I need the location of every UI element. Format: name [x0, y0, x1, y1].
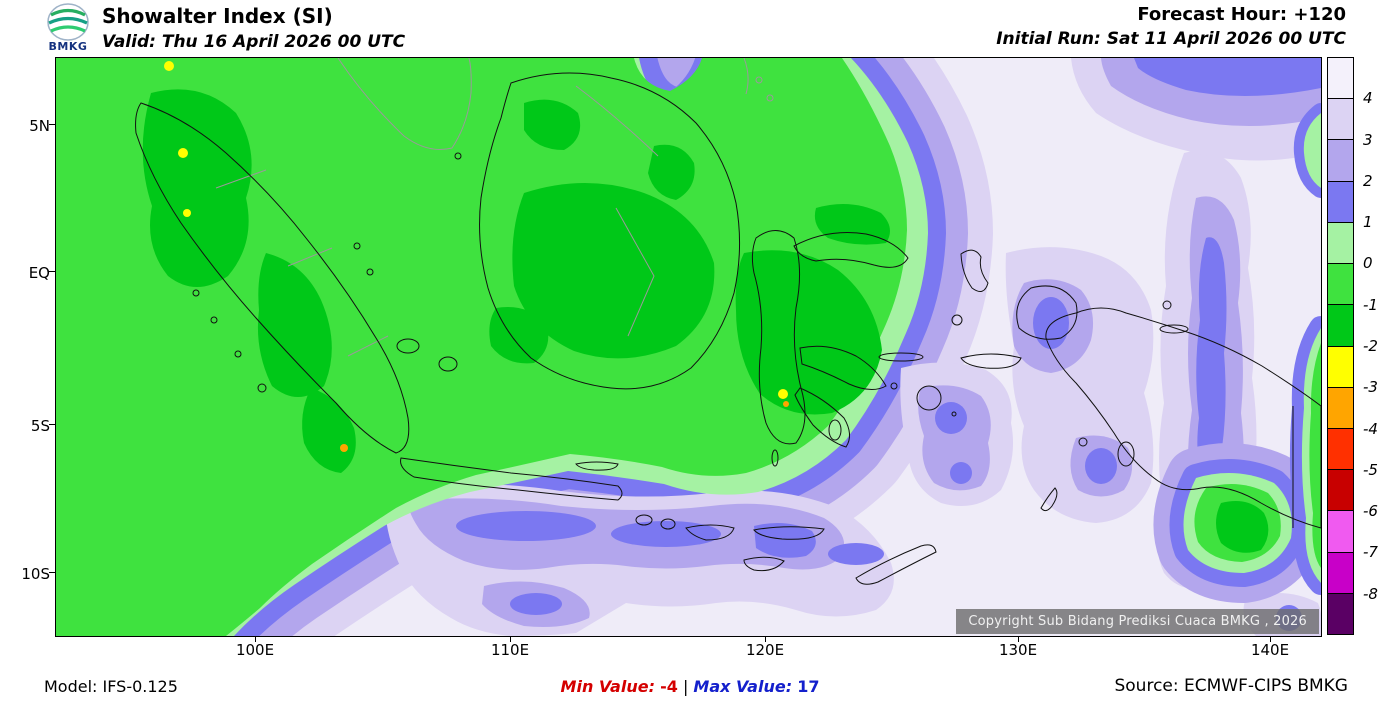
- legend-swatch: [1328, 305, 1353, 347]
- axis-tick: [49, 124, 55, 125]
- legend-swatch: [1328, 593, 1353, 635]
- legend-label: -2: [1363, 337, 1378, 355]
- y-axis-label: EQ: [28, 264, 50, 282]
- legend-swatch: [1328, 428, 1353, 471]
- x-axis-label: 130E: [998, 641, 1038, 659]
- page-title: Showalter Index (SI): [102, 4, 333, 28]
- axis-tick: [1270, 636, 1271, 642]
- legend-swatch: [1328, 264, 1353, 306]
- map-frame: Copyright Sub Bidang Prediksi Cuaca BMKG…: [55, 57, 1322, 637]
- run-info-block: Forecast Hour: +120 Initial Run: Sat 11 …: [996, 4, 1346, 49]
- legend-label: -1: [1363, 295, 1378, 314]
- legend-swatch: [1328, 346, 1353, 388]
- legend-label: 0: [1363, 254, 1373, 273]
- bmkg-logo: BMKG: [44, 2, 92, 56]
- y-axis-label: 5N: [29, 117, 50, 135]
- header: BMKG Showalter Index (SI) Valid: Thu 16 …: [0, 0, 1400, 57]
- axis-tick: [49, 271, 55, 272]
- footer-max-label: Max Value:: [693, 677, 793, 696]
- footer-min-value: -4: [660, 677, 678, 696]
- legend-label: 2: [1363, 171, 1373, 190]
- legend-label: -6: [1363, 502, 1378, 521]
- axis-tick: [49, 572, 55, 573]
- x-axis-label: 120E: [745, 641, 785, 659]
- footer-max-value: 17: [797, 677, 820, 696]
- y-axis-label: 10S: [21, 565, 50, 583]
- legend-label: 3: [1363, 130, 1373, 149]
- title-block: Showalter Index (SI) Valid: Thu 16 April…: [102, 4, 405, 52]
- axis-tick: [49, 424, 55, 425]
- legend-label: -8: [1363, 584, 1378, 603]
- legend-swatch: [1328, 511, 1353, 553]
- legend-swatch: [1328, 470, 1353, 512]
- legend-label: -4: [1363, 419, 1378, 438]
- initial-run: Initial Run: Sat 11 April 2026 00 UTC: [996, 29, 1346, 49]
- legend-label: -5: [1363, 460, 1378, 479]
- legend-swatch: [1328, 58, 1353, 100]
- legend-label: -3: [1363, 378, 1378, 397]
- valid-time: Valid: Thu 16 April 2026 00 UTC: [102, 32, 406, 52]
- footer-model: Model: IFS-0.125: [44, 677, 178, 696]
- axis-tick: [255, 636, 256, 642]
- x-axis-label: 100E: [235, 641, 275, 659]
- y-axis-label: 5S: [30, 417, 50, 435]
- bmkg-logo-label: BMKG: [48, 40, 88, 53]
- legend-swatch: [1328, 222, 1353, 265]
- map-svg: [56, 58, 1321, 636]
- map-extreme-specks: [164, 61, 789, 452]
- map-coastlines: [135, 72, 1321, 585]
- legend-swatch: [1328, 387, 1353, 429]
- legend-label: 1: [1363, 213, 1373, 232]
- axis-tick: [510, 636, 511, 642]
- map-unstable-field: [56, 58, 928, 636]
- footer-source: Source: ECMWF-CIPS BMKG: [1114, 676, 1348, 696]
- legend-swatch: [1328, 99, 1353, 141]
- axis-tick: [765, 636, 766, 642]
- x-axis-label: 110E: [490, 641, 530, 659]
- footer-minmax: Min Value: -4 | Max Value: 17: [561, 677, 820, 696]
- legend-label: -7: [1363, 543, 1378, 562]
- legend-swatch: [1328, 181, 1353, 223]
- colorbar-legend: 4 3 2 1 0 -1 -2 -3 -4 -5 -6 -7 -8: [1327, 57, 1399, 635]
- map-stable-features: [385, 58, 1321, 636]
- forecast-hour: Forecast Hour: +120: [1137, 4, 1346, 25]
- legend-swatch: [1328, 140, 1353, 182]
- footer-separator: |: [682, 677, 689, 696]
- footer-min-label: Min Value:: [560, 677, 655, 696]
- bmkg-logo-icon: [47, 3, 89, 41]
- map-admin-lines: [215, 58, 774, 357]
- axis-tick: [1018, 636, 1019, 642]
- legend-swatches: [1327, 57, 1354, 635]
- legend-swatch: [1328, 552, 1353, 594]
- legend-label: 4: [1363, 89, 1373, 108]
- copyright-note: Copyright Sub Bidang Prediksi Cuaca BMKG…: [956, 609, 1319, 634]
- x-axis-label: 140E: [1250, 641, 1290, 659]
